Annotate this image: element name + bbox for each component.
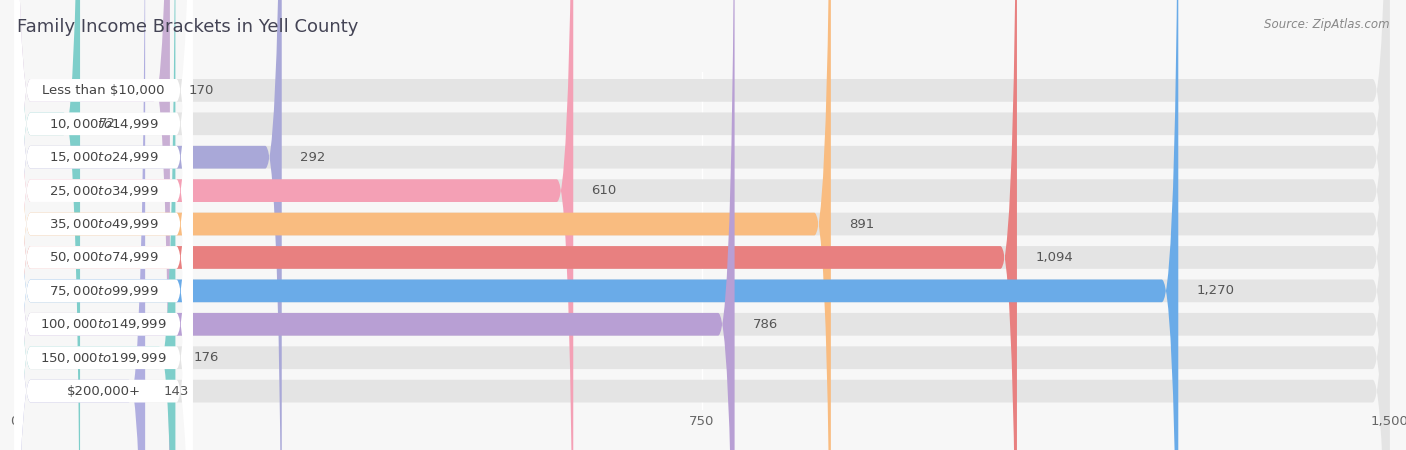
Text: 176: 176 xyxy=(194,351,219,364)
Text: $75,000 to $99,999: $75,000 to $99,999 xyxy=(49,284,159,298)
FancyBboxPatch shape xyxy=(14,0,1389,450)
Text: 170: 170 xyxy=(188,84,214,97)
FancyBboxPatch shape xyxy=(14,0,176,450)
FancyBboxPatch shape xyxy=(14,0,1389,450)
FancyBboxPatch shape xyxy=(14,0,193,450)
Text: 1,270: 1,270 xyxy=(1197,284,1234,297)
FancyBboxPatch shape xyxy=(14,0,145,450)
FancyBboxPatch shape xyxy=(14,0,193,450)
Text: 292: 292 xyxy=(299,151,325,164)
FancyBboxPatch shape xyxy=(14,0,80,450)
FancyBboxPatch shape xyxy=(14,0,1389,450)
FancyBboxPatch shape xyxy=(14,0,193,450)
FancyBboxPatch shape xyxy=(14,0,193,450)
Text: $25,000 to $34,999: $25,000 to $34,999 xyxy=(49,184,159,198)
FancyBboxPatch shape xyxy=(14,0,574,450)
Text: 143: 143 xyxy=(163,385,188,398)
FancyBboxPatch shape xyxy=(14,0,1389,450)
FancyBboxPatch shape xyxy=(14,0,193,450)
FancyBboxPatch shape xyxy=(14,0,193,450)
FancyBboxPatch shape xyxy=(14,0,281,450)
FancyBboxPatch shape xyxy=(14,0,193,450)
Text: 786: 786 xyxy=(754,318,778,331)
Text: Source: ZipAtlas.com: Source: ZipAtlas.com xyxy=(1264,18,1389,31)
Text: $10,000 to $14,999: $10,000 to $14,999 xyxy=(49,117,159,131)
FancyBboxPatch shape xyxy=(14,0,1389,450)
Text: $35,000 to $49,999: $35,000 to $49,999 xyxy=(49,217,159,231)
FancyBboxPatch shape xyxy=(14,0,831,450)
FancyBboxPatch shape xyxy=(14,0,1389,450)
FancyBboxPatch shape xyxy=(14,0,1389,450)
Text: Family Income Brackets in Yell County: Family Income Brackets in Yell County xyxy=(17,18,359,36)
Text: 610: 610 xyxy=(592,184,617,197)
FancyBboxPatch shape xyxy=(14,0,1389,450)
Text: $15,000 to $24,999: $15,000 to $24,999 xyxy=(49,150,159,164)
FancyBboxPatch shape xyxy=(14,0,1389,450)
FancyBboxPatch shape xyxy=(14,0,734,450)
Text: 72: 72 xyxy=(98,117,115,130)
FancyBboxPatch shape xyxy=(14,0,1017,450)
Text: 1,094: 1,094 xyxy=(1035,251,1073,264)
Text: $100,000 to $149,999: $100,000 to $149,999 xyxy=(41,317,167,331)
Text: $150,000 to $199,999: $150,000 to $199,999 xyxy=(41,351,167,364)
Text: $50,000 to $74,999: $50,000 to $74,999 xyxy=(49,251,159,265)
FancyBboxPatch shape xyxy=(14,0,193,450)
Text: $200,000+: $200,000+ xyxy=(66,385,141,398)
FancyBboxPatch shape xyxy=(14,0,1389,450)
FancyBboxPatch shape xyxy=(14,0,1178,450)
Text: Less than $10,000: Less than $10,000 xyxy=(42,84,165,97)
FancyBboxPatch shape xyxy=(14,0,193,450)
FancyBboxPatch shape xyxy=(14,0,193,450)
FancyBboxPatch shape xyxy=(14,0,170,450)
Text: 891: 891 xyxy=(849,217,875,230)
